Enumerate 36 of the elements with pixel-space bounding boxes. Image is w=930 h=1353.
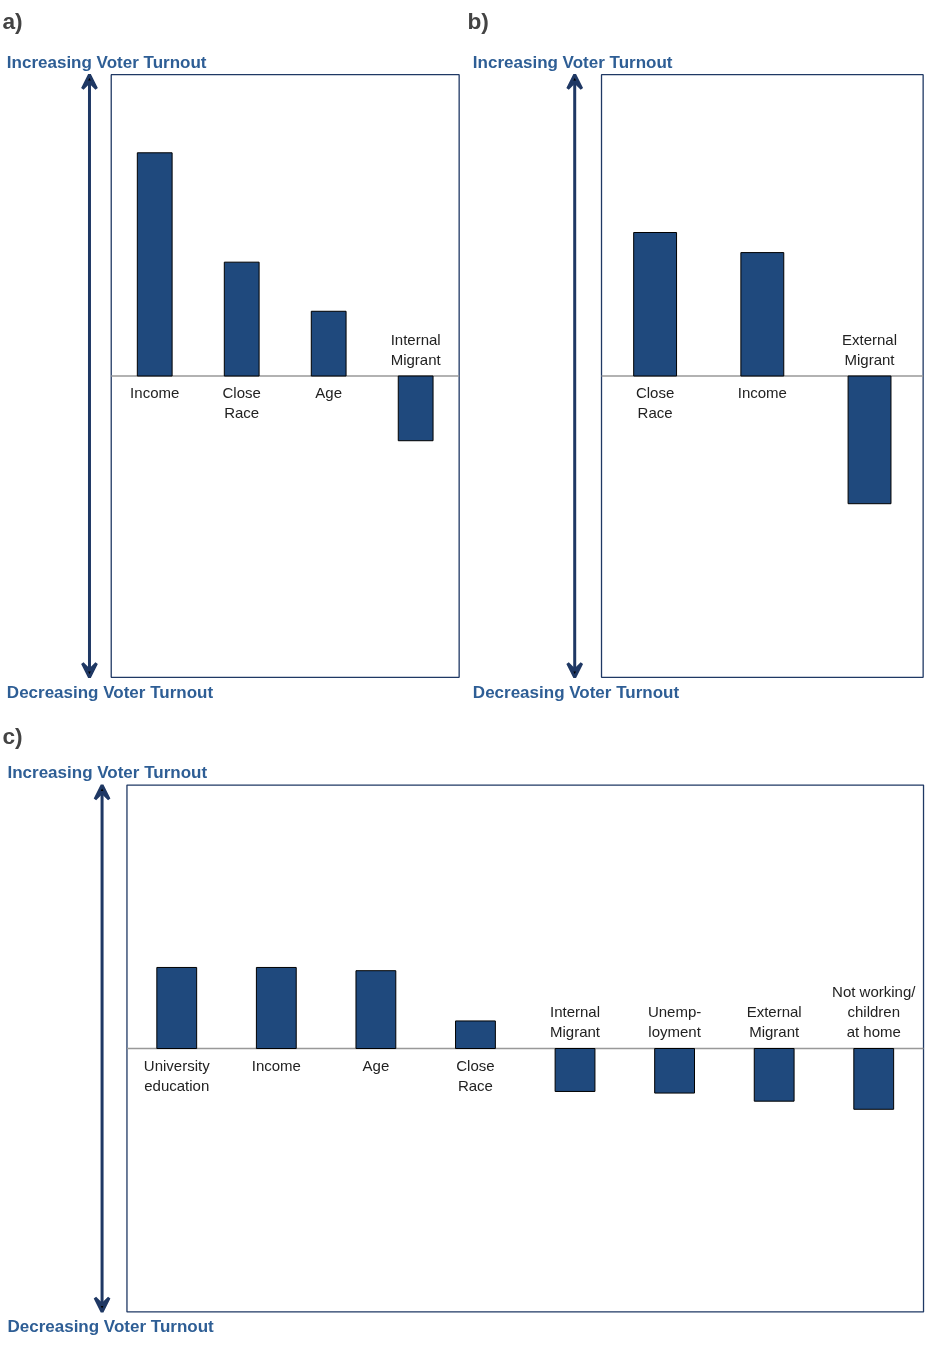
text: Increasing Voter Turnout — [472, 52, 673, 72]
bar — [455, 1020, 496, 1049]
chart-title: c) — [2, 722, 23, 749]
text: Increasing Voter Turnout — [6, 52, 207, 72]
x-tick-label: Close Race — [456, 1056, 495, 1094]
bar — [853, 1048, 895, 1110]
x-tick-label: Age — [315, 384, 343, 401]
bar — [654, 1048, 696, 1094]
text: Decreasing Voter Turnout — [6, 683, 214, 703]
x-tick-label: Internal Migrant — [550, 1003, 601, 1041]
x-tick-label: Age — [362, 1056, 390, 1074]
bar — [136, 152, 173, 377]
x-tick-label: External Migrant — [746, 1003, 802, 1041]
text: Decreasing Voter Turnout — [472, 683, 680, 703]
bar — [255, 966, 297, 1049]
text: Increasing Voter Turnout — [7, 763, 208, 783]
bar — [156, 966, 198, 1049]
x-tick-label: Income — [251, 1056, 301, 1074]
x-tick-label: University education — [143, 1056, 211, 1094]
bar — [310, 310, 347, 377]
bar — [355, 970, 397, 1049]
x-tick-label: Income — [130, 384, 180, 401]
chart-title: a) — [2, 7, 23, 34]
chart-title: b) — [467, 7, 489, 34]
x-tick-label: Internal Migrant — [390, 330, 442, 368]
bar — [554, 1048, 596, 1092]
x-tick-label: Unemp- loyment — [647, 1003, 702, 1041]
x-tick-label: Close Race — [222, 384, 261, 422]
bar — [397, 375, 434, 442]
bar — [223, 261, 260, 377]
x-tick-label: External Migrant — [842, 330, 898, 368]
text: Decreasing Voter Turnout — [7, 1317, 215, 1337]
x-tick-label: Close Race — [635, 384, 675, 422]
x-tick-label: Not working/ children at home — [832, 982, 917, 1041]
x-tick-label: Income — [737, 384, 787, 401]
bar — [753, 1048, 795, 1102]
